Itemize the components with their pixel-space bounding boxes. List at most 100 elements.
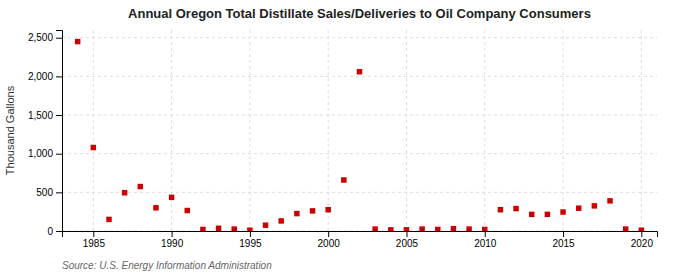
tick: 1,500 — [28, 110, 62, 121]
tick: 2,000 — [28, 71, 62, 82]
point — [357, 69, 362, 74]
point — [138, 184, 143, 189]
tick-mark — [328, 231, 329, 237]
tick-mark — [56, 115, 62, 116]
grid-line-y — [62, 37, 657, 38]
tick: 2010 — [474, 231, 497, 249]
tick-mark — [56, 38, 62, 39]
tick-label: 2005 — [396, 238, 419, 249]
point — [404, 227, 409, 231]
tick-label: 1,000 — [28, 148, 53, 159]
tick: 1995 — [239, 231, 262, 249]
y-axis-label: Thousand Gallons — [4, 85, 16, 175]
grid-line-y — [62, 115, 657, 116]
point — [75, 39, 80, 44]
tick-label: 2015 — [552, 238, 575, 249]
annotation: Source: U.S. Energy Information Administ… — [62, 260, 272, 271]
axis-line — [56, 31, 63, 232]
tick-mark — [485, 231, 486, 237]
point — [623, 226, 628, 231]
tick: 1985 — [83, 231, 106, 249]
tick-label: 2010 — [474, 238, 497, 249]
point — [388, 227, 393, 231]
x-axis: 1985 1990 1995 2000 2005 2010 2015 2020 — [63, 231, 658, 249]
tick-mark — [56, 192, 62, 193]
tick-label: 1995 — [239, 238, 262, 249]
tick: 500 — [36, 187, 62, 198]
tick-label: 2020 — [631, 238, 654, 249]
point — [216, 226, 221, 231]
tick: 2020 — [631, 231, 654, 249]
tick-label: 0 — [47, 226, 53, 237]
point — [294, 211, 299, 216]
point — [592, 203, 597, 208]
point — [372, 226, 377, 231]
point — [169, 195, 174, 200]
point — [325, 207, 330, 212]
grid-line-y — [62, 192, 657, 193]
chart: 1985 1990 1995 2000 2005 2010 2015 2020 0 500 1,00… — [0, 0, 675, 275]
point — [607, 198, 612, 203]
grid-line-x — [93, 30, 94, 231]
grid-line-x — [563, 30, 564, 231]
tick: 2015 — [552, 231, 575, 249]
point — [482, 227, 487, 231]
tick-label: 2000 — [318, 238, 341, 249]
tick-label: 1985 — [83, 238, 106, 249]
point — [451, 226, 456, 231]
grid-line-x — [171, 30, 172, 231]
tick-label: 1990 — [161, 238, 184, 249]
point — [153, 205, 158, 210]
tick-mark — [563, 231, 564, 237]
tick-label: 2,500 — [28, 32, 53, 43]
tick-mark — [406, 231, 407, 237]
tick-mark — [56, 154, 62, 155]
point — [91, 145, 96, 150]
point — [247, 227, 252, 231]
grid-line-x — [641, 30, 642, 231]
title: Annual Oregon Total Distillate Sales/Del… — [128, 6, 591, 21]
axis-line — [63, 232, 658, 238]
point — [106, 217, 111, 222]
point — [419, 226, 424, 231]
point — [560, 209, 565, 214]
tick: 0 — [47, 226, 62, 237]
point — [200, 227, 205, 231]
point — [310, 208, 315, 213]
point — [576, 205, 581, 210]
tick-mark — [56, 76, 62, 77]
point — [639, 227, 644, 231]
grid-line-x — [328, 30, 329, 231]
tick: 1,000 — [28, 148, 62, 159]
tick-mark — [93, 231, 94, 237]
point — [513, 206, 518, 211]
grid-line-y — [62, 153, 657, 154]
grid-line-x — [406, 30, 407, 231]
point — [466, 226, 471, 231]
point — [341, 177, 346, 182]
tick-label: 2,000 — [28, 71, 53, 82]
y-axis: 0 500 1,000 1,500 2,000 2,500 — [28, 31, 63, 237]
point — [185, 208, 190, 213]
point — [122, 190, 127, 195]
tick-mark — [641, 231, 642, 237]
grid-line-y — [62, 76, 657, 77]
tick: 2000 — [318, 231, 341, 249]
point — [263, 222, 268, 227]
tick-mark — [56, 231, 62, 232]
tick: 2,500 — [28, 32, 62, 43]
tick: 1990 — [161, 231, 184, 249]
tick-mark — [172, 231, 173, 237]
point — [498, 207, 503, 212]
point — [278, 218, 283, 223]
tick-label: 500 — [36, 187, 53, 198]
point — [529, 212, 534, 217]
point — [231, 226, 236, 231]
grid-line-x — [249, 30, 250, 231]
point — [545, 212, 550, 217]
grid-line-x — [484, 30, 485, 231]
grid — [62, 30, 657, 231]
tick-label: 1,500 — [28, 110, 53, 121]
points — [75, 39, 644, 231]
tick-mark — [250, 231, 251, 237]
